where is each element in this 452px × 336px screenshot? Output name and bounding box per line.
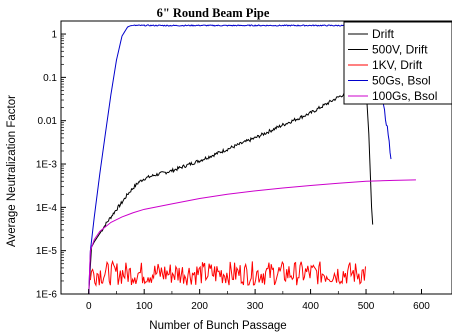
legend-label: 1KV, Drift [372, 58, 423, 72]
y-tick-label: 1 [51, 30, 57, 41]
y-tick-label: 1E-5 [36, 246, 58, 257]
series-line-3 [88, 24, 392, 294]
legend-label: 500V, Drift [372, 43, 428, 57]
legend-label: 100Gs, Bsol [372, 89, 437, 103]
x-tick-label: 300 [247, 301, 264, 312]
x-axis-label: Number of Bunch Passage [149, 320, 286, 332]
y-tick-label: 0.1 [43, 73, 57, 84]
legend-label: Drift [372, 27, 395, 41]
legend-box [343, 21, 452, 105]
x-tick-label: 600 [413, 301, 430, 312]
x-tick-label: 0 [86, 301, 92, 312]
x-tick-label: 200 [191, 301, 208, 312]
x-tick-label: 500 [358, 301, 375, 312]
series-line-2 [89, 259, 366, 288]
series-line-1 [88, 85, 374, 294]
axis-layer: 1E-6 1E-5 1E-4 1E-3 0.01 0.1 1 0 100 200 300 400 500… [36, 20, 452, 312]
x-tick-label: 400 [302, 301, 319, 312]
plot-layer [88, 24, 416, 294]
series-line-4 [88, 179, 416, 294]
x-tick-label: 100 [136, 301, 153, 312]
y-tick-label: 1E-4 [36, 203, 58, 214]
y-axis-label: Average Neutralization Factor [6, 95, 18, 247]
legend-label: 50Gs, Bsol [372, 74, 431, 88]
chart-title: 6" Round Beam Pipe [157, 6, 270, 20]
plot-frame [60, 20, 452, 295]
y-tick-label: 1E-3 [36, 160, 58, 171]
y-tick-label: 1E-6 [36, 290, 58, 301]
y-tick-label: 0.01 [38, 116, 58, 127]
